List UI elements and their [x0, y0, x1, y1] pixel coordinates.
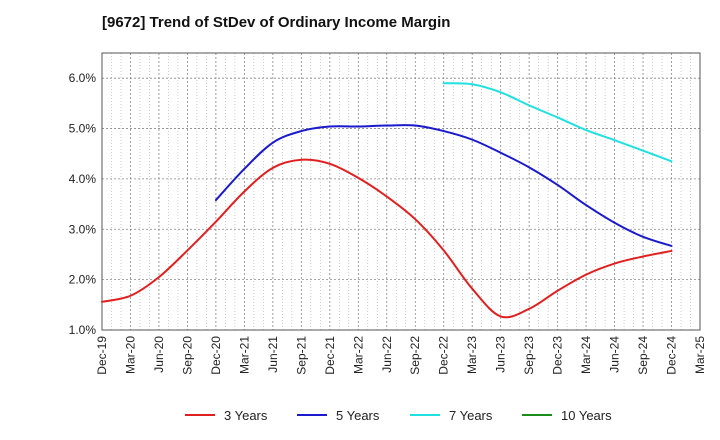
x-tick-label: Mar-23: [465, 336, 479, 374]
x-tick-label: Jun-23: [494, 336, 508, 373]
x-tick-label: Sep-20: [180, 336, 194, 375]
x-tick-label: Dec-22: [437, 336, 451, 375]
x-tick-label: Mar-21: [237, 336, 251, 374]
plot-border: [101, 52, 701, 331]
y-tick-label: 4.0%: [69, 172, 97, 186]
x-tick-label: Dec-21: [323, 336, 337, 375]
x-tick-label: Sep-21: [294, 336, 308, 375]
x-tick-label: Jun-24: [608, 336, 622, 373]
x-tick-label: Sep-22: [408, 336, 422, 375]
x-tick-label: Mar-22: [351, 336, 365, 374]
x-tick-label: Sep-24: [636, 336, 650, 375]
legend-label: 3 Years: [224, 408, 268, 423]
y-tick-label: 5.0%: [69, 122, 97, 136]
series-line-5-years: [214, 124, 673, 247]
y-tick-label: 2.0%: [69, 273, 97, 287]
x-tick-label: Mar-20: [123, 336, 137, 374]
x-tick-label: Jun-22: [380, 336, 394, 373]
legend-label: 10 Years: [561, 408, 612, 423]
x-tick-label: Dec-24: [665, 336, 679, 375]
chart-title: [9672] Trend of StDev of Ordinary Income…: [102, 14, 451, 31]
x-tick-label: Dec-20: [209, 336, 223, 375]
y-tick-label: 1.0%: [69, 323, 97, 337]
series-line-7-years: [442, 82, 673, 163]
y-tick-label: 3.0%: [69, 222, 97, 236]
x-tick-label: Dec-19: [95, 336, 109, 375]
legend-label: 5 Years: [336, 408, 380, 423]
x-tick-label: Mar-24: [579, 336, 593, 374]
x-tick-label: Sep-23: [522, 336, 536, 375]
legend-label: 7 Years: [449, 408, 493, 423]
x-tick-label: Dec-23: [551, 336, 565, 375]
series-line-3-years: [101, 158, 673, 319]
y-tick-label: 6.0%: [69, 71, 97, 85]
x-tick-label: Mar-25: [693, 336, 707, 374]
x-tick-label: Jun-20: [152, 336, 166, 373]
x-tick-label: Jun-21: [266, 336, 280, 373]
